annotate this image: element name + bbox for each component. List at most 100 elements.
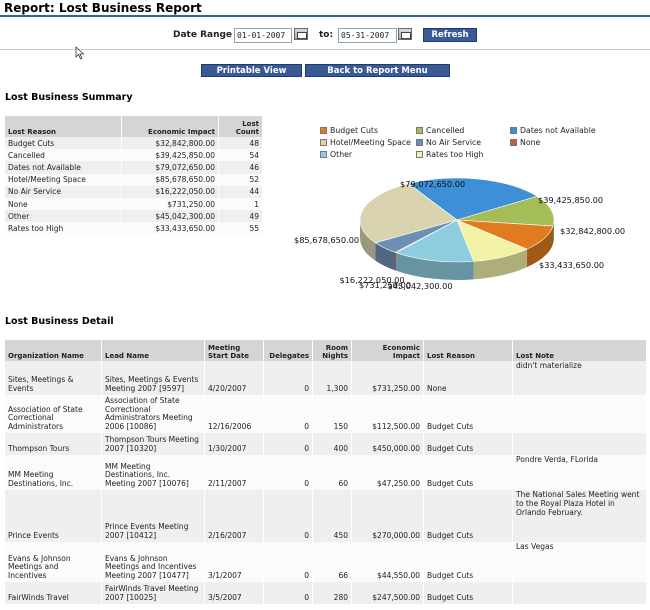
detail-cell-lead: Prince Events Meeting 2007 [10412] — [101, 490, 205, 542]
summary-row: None $731,250.00 1 — [5, 197, 263, 211]
summary-row: No Air Service $16,222,050.00 44 — [5, 185, 263, 198]
legend-swatch — [320, 151, 327, 158]
legend-label: Rates too High — [426, 150, 484, 159]
detail-cell-impact: $47,250.00 — [351, 455, 424, 490]
summary-cell-count: 55 — [218, 222, 263, 235]
summary-cell-impact: $33,433,650.00 — [121, 222, 219, 235]
legend-label: Other — [330, 150, 353, 159]
detail-cell-lead: Evans & Johnson Meetings and Incentives … — [101, 542, 205, 582]
column-header: Lost Note — [512, 340, 647, 361]
column-header: Delegates — [263, 340, 313, 361]
mouse-cursor-icon — [75, 46, 85, 60]
detail-cell-lead: FairWinds Travel Meeting 2007 [10025] — [101, 582, 205, 604]
detail-cell-impact: $450,000.00 — [351, 433, 424, 455]
detail-cell-note — [512, 433, 647, 455]
column-header: Lead Name — [101, 340, 205, 361]
pie-slice — [407, 177, 538, 221]
detail-cell-org: Association of State Correctional Admini… — [5, 395, 102, 433]
to-date-input[interactable]: 05-31-2007 — [338, 28, 397, 43]
detail-cell-impact: $731,250.00 — [351, 361, 424, 395]
detail-cell-org: FairWinds Travel — [5, 582, 102, 604]
chart-legend: Budget Cuts Cancelled Dates not Available H… — [320, 126, 650, 162]
pie-value-label: $39,425,850.00 — [538, 195, 603, 205]
detail-cell-date: 2/11/2007 — [204, 455, 264, 490]
detail-cell-reason: Budget Cuts — [423, 542, 513, 582]
column-header: Economic Impact — [351, 340, 424, 361]
detail-cell-nights: 1,300 — [312, 361, 352, 395]
detail-cell-org: MM Meeting Destinations, Inc. — [5, 455, 102, 490]
detail-cell-lead: Thompson Tours Meeting 2007 [10320] — [101, 433, 205, 455]
detail-cell-delegates: 0 — [263, 433, 313, 455]
summary-cell-impact: $79,072,650.00 — [121, 161, 219, 174]
detail-cell-reason: None — [423, 361, 513, 395]
pie-slice — [456, 195, 555, 227]
detail-cell-reason: Budget Cuts — [423, 395, 513, 433]
detail-cell-delegates: 0 — [263, 395, 313, 433]
detail-cell-reason: Budget Cuts — [423, 582, 513, 604]
printable-view-button[interactable]: Printable View — [201, 64, 302, 77]
detail-cell-date: 3/5/2007 — [204, 582, 264, 604]
column-header: Room Nights — [312, 340, 352, 361]
legend-item: Hotel/Meeting Space — [320, 138, 411, 149]
pie-value-label: $33,433,650.00 — [539, 260, 604, 270]
detail-cell-note: didn't materialize — [512, 361, 647, 395]
detail-cell-date: 3/1/2007 — [204, 542, 264, 582]
legend-item: Other — [320, 150, 352, 161]
summary-title: Lost Business Summary — [5, 92, 133, 103]
summary-row: Budget Cuts $32,842,800.00 48 — [5, 137, 263, 150]
detail-cell-nights: 66 — [312, 542, 352, 582]
legend-label: Budget Cuts — [330, 126, 379, 135]
summary-cell-count: 48 — [218, 137, 263, 150]
calendar-icon[interactable] — [294, 28, 308, 40]
refresh-button[interactable]: Refresh — [423, 28, 477, 42]
summary-cell-impact: $731,250.00 — [121, 197, 219, 211]
detail-row: Evans & Johnson Meetings and Incentives E… — [5, 542, 647, 582]
legend-swatch — [510, 127, 517, 134]
detail-cell-nights: 280 — [312, 582, 352, 604]
detail-cell-date: 2/16/2007 — [204, 490, 264, 542]
calendar-icon[interactable] — [398, 28, 412, 40]
summary-cell-impact: $39,425,850.00 — [121, 149, 219, 162]
legend-label: Cancelled — [426, 126, 465, 135]
detail-cell-reason: Budget Cuts — [423, 455, 513, 490]
summary-row: Dates not Available $79,072,650.00 46 — [5, 161, 263, 174]
detail-row: MM Meeting Destinations, Inc. MM Meeting … — [5, 455, 647, 490]
detail-cell-delegates: 0 — [263, 542, 313, 582]
summary-table: Lost Reason Economic Impact Lost Count B… — [5, 116, 263, 235]
legend-label: Hotel/Meeting Space — [330, 138, 411, 147]
summary-cell-count: 1 — [218, 197, 263, 211]
pie-slice-side — [395, 252, 397, 271]
pie-chart: $32,842,800.00 $39,425,850.00 $79,072,650.… — [294, 177, 625, 291]
summary-cell-reason: Dates not Available — [5, 161, 122, 174]
legend-item: No Air Service — [416, 138, 481, 149]
detail-title: Lost Business Detail — [5, 316, 114, 327]
back-to-report-menu-button[interactable]: Back to Report Menu — [305, 64, 450, 77]
summary-cell-impact: $85,678,650.00 — [121, 173, 219, 186]
detail-row: Thompson Tours Thompson Tours Meeting 200… — [5, 433, 647, 455]
summary-cell-count: 49 — [218, 210, 263, 223]
legend-swatch — [416, 139, 423, 146]
summary-row: Rates too High $33,433,650.00 55 — [5, 222, 263, 235]
detail-cell-lead: MM Meeting Destinations, Inc. Meeting 20… — [101, 455, 205, 490]
detail-row: FairWinds Travel FairWinds Travel Meeting… — [5, 582, 647, 604]
page-title: Report: Lost Business Report — [4, 1, 202, 15]
summary-cell-count: 54 — [218, 149, 263, 162]
title-divider — [0, 15, 650, 17]
legend-item: Dates not Available — [510, 126, 596, 137]
detail-cell-org: Thompson Tours — [5, 433, 102, 455]
detail-cell-impact: $247,500.00 — [351, 582, 424, 604]
column-header: Organization Name — [5, 340, 102, 361]
pie-value-label: $85,678,650.00 — [294, 235, 359, 245]
pie-slice — [359, 183, 458, 244]
filter-divider — [0, 49, 650, 50]
summary-cell-count: 44 — [218, 185, 263, 198]
detail-cell-delegates: 0 — [263, 455, 313, 490]
from-date-input[interactable]: 01-01-2007 — [234, 28, 292, 43]
legend-swatch — [320, 127, 327, 134]
column-header: Lost Count — [218, 116, 263, 137]
legend-swatch — [320, 139, 327, 146]
detail-cell-impact: $270,000.00 — [351, 490, 424, 542]
detail-row: Association of State Correctional Admini… — [5, 395, 647, 433]
pie-value-label: $32,842,800.00 — [560, 226, 625, 236]
pie-slice-side — [375, 242, 396, 271]
